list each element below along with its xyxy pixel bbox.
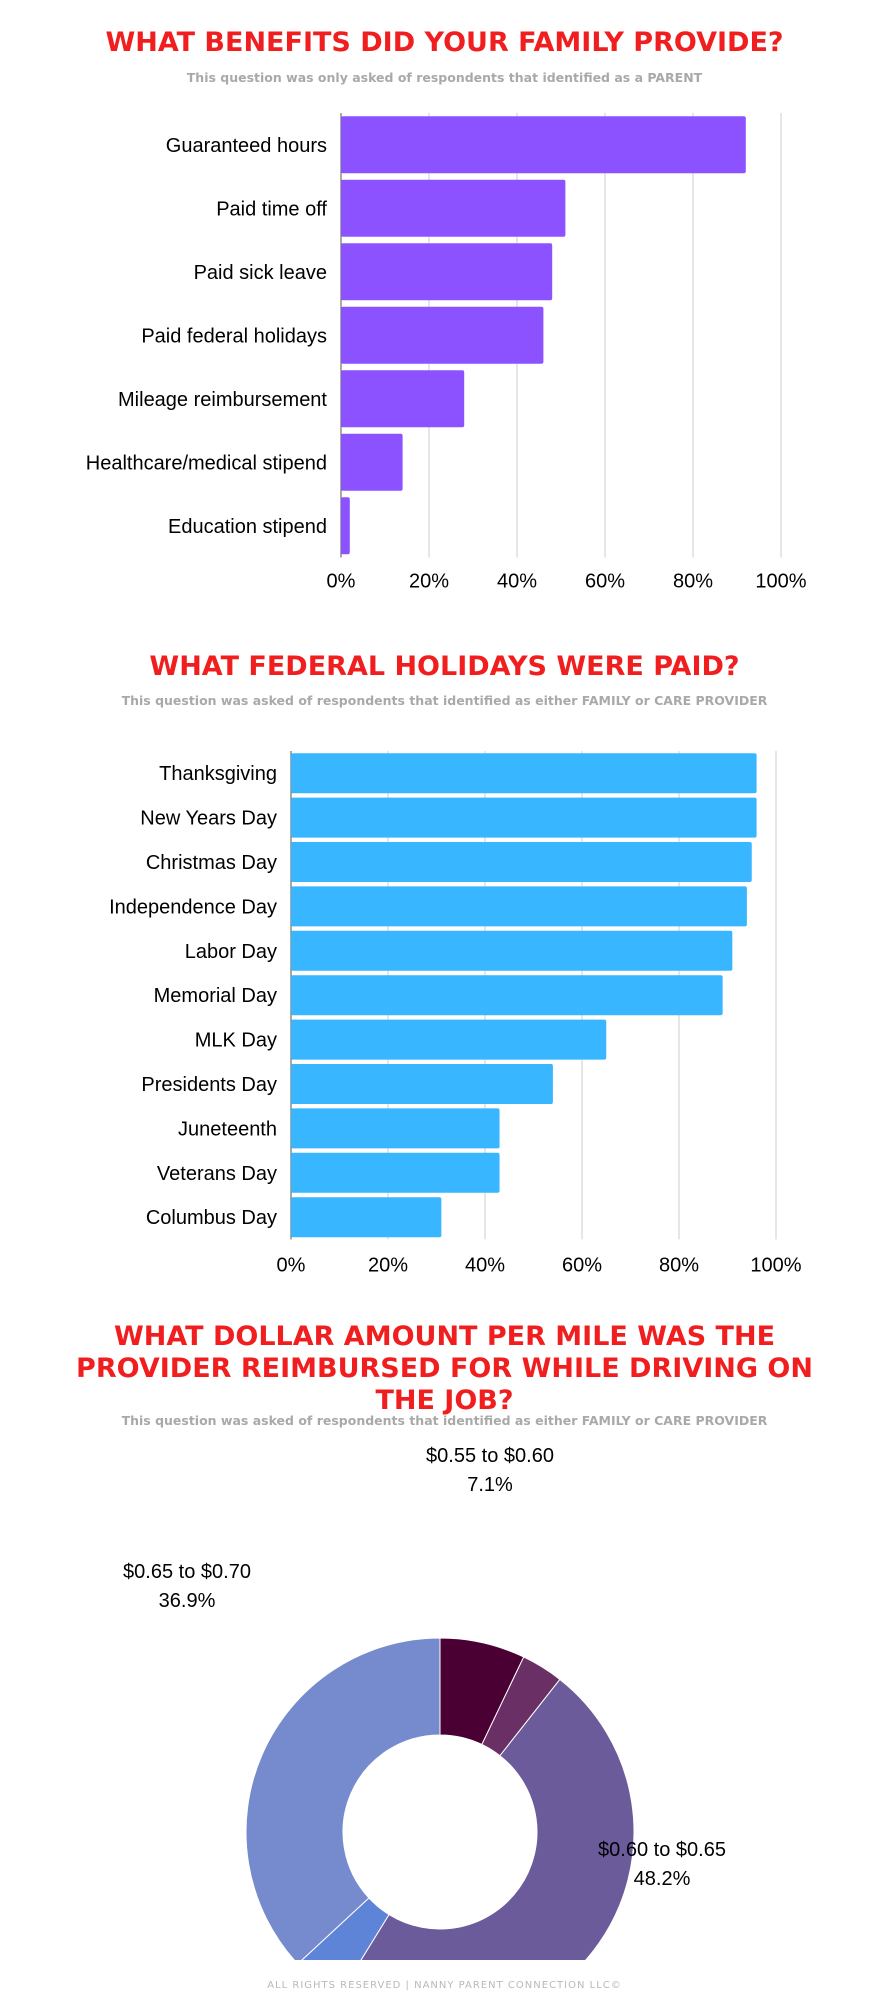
slice-percent: 36.9% [159,1590,216,1612]
bar [341,116,746,174]
bar [341,370,465,428]
chart3-subtitle: This question was asked of respondents t… [121,1413,768,1428]
category-label: Healthcare/medical stipend [86,452,327,474]
holidays-bar-chart: 0% 20% 40% 60% 80% 100% Thanksgiving New Years … [109,751,802,1276]
category-label: Independence Day [109,896,277,918]
bar [341,433,403,491]
bar [291,753,757,794]
x-tick-label: 40% [497,571,537,593]
x-tick-label: 100% [750,1254,801,1276]
category-label: Christmas Day [146,852,277,874]
donut-slice [360,1678,635,1960]
slice-label: $0.60 to $0.65 [598,1839,726,1861]
bar [291,1019,607,1060]
category-label: Guaranteed hours [166,135,327,157]
bar [291,930,733,971]
bar [341,306,544,364]
slice-percent: 48.2% [634,1868,691,1890]
slice-percent: 7.1% [467,1474,513,1496]
slice-label: $0.55 to $0.60 [426,1445,554,1467]
bar [291,1064,553,1104]
category-label: Veterans Day [157,1163,277,1185]
category-label: New Years Day [140,808,277,830]
category-label: Juneteenth [178,1118,277,1140]
chart2-subtitle: This question was asked of respondents t… [121,693,768,708]
category-label: Mileage reimbursement [118,389,327,411]
x-tick-label: 100% [755,571,806,593]
bar [291,797,757,838]
x-tick-label: 0% [327,571,356,593]
bar [341,243,553,301]
bar [291,886,747,927]
category-label: Labor Day [185,941,277,963]
chart3-title: WHAT DOLLAR AMOUNT PER MILE WAS THE PROV… [76,1321,813,1416]
chart2-title: WHAT FEDERAL HOLIDAYS WERE PAID? [149,651,740,682]
x-tick-label: 80% [673,571,713,593]
x-tick-label: 60% [585,571,625,593]
x-tick-label: 20% [409,571,449,593]
mileage-donut-chart: $0.55 to $0.60 7.1% $0.60 to $0.65 48.2% $0.… [123,1445,726,1960]
category-label: Columbus Day [146,1207,277,1229]
category-label: Thanksgiving [159,763,277,785]
x-tick-label: 0% [277,1254,306,1276]
footer-copyright: ALL RIGHTS RESERVED | NANNY PARENT CONNE… [267,1980,622,1991]
bar [291,1108,500,1149]
bar [291,975,723,1016]
x-tick-label: 60% [562,1254,602,1276]
category-label: Memorial Day [154,985,277,1007]
bar [291,842,752,882]
x-tick-label: 40% [465,1254,505,1276]
bar [291,1152,500,1193]
bar [291,1197,442,1238]
donut-slice [245,1637,441,1960]
chart1-subtitle: This question was only asked of responde… [186,70,703,85]
x-tick-label: 80% [659,1254,699,1276]
category-label: Paid time off [216,198,327,220]
chart1-title: WHAT BENEFITS DID YOUR FAMILY PROVIDE? [105,27,784,58]
benefits-bar-chart: 0% 20% 40% 60% 80% 100% Guaranteed hours Paid t… [86,113,807,593]
category-label: Paid sick leave [194,262,327,284]
category-label: Presidents Day [141,1074,277,1096]
slice-label: $0.65 to $0.70 [123,1561,251,1583]
bar [341,497,350,555]
bar [341,179,566,237]
category-label: Education stipend [168,516,327,538]
category-label: MLK Day [195,1030,277,1052]
x-tick-label: 20% [368,1254,408,1276]
category-label: Paid federal holidays [141,325,327,347]
